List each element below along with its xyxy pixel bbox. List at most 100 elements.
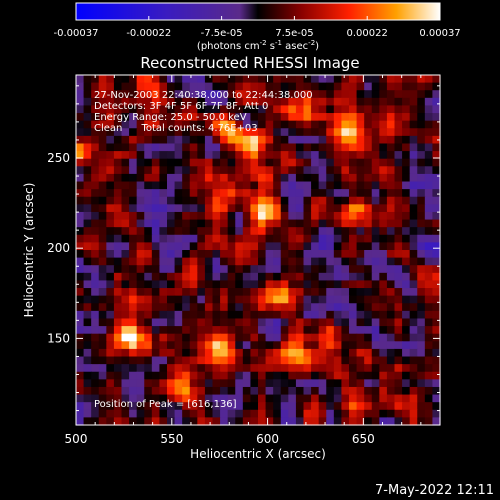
heatmap-pixel bbox=[151, 113, 161, 122]
heatmap-pixel bbox=[424, 173, 434, 183]
heatmap-pixel bbox=[167, 318, 176, 327]
heatmap-pixel bbox=[265, 295, 274, 304]
heatmap-pixel bbox=[144, 356, 153, 365]
heatmap-pixel bbox=[265, 143, 274, 152]
heatmap-pixel bbox=[220, 250, 229, 259]
heatmap-pixel bbox=[311, 234, 320, 243]
heatmap-pixel bbox=[326, 151, 335, 160]
heatmap-pixel bbox=[83, 211, 92, 221]
heatmap-pixel bbox=[349, 386, 358, 396]
heatmap-pixel bbox=[311, 242, 320, 251]
heatmap-pixel bbox=[349, 333, 358, 342]
heatmap-pixel bbox=[220, 234, 229, 243]
heatmap-pixel bbox=[204, 75, 214, 84]
heatmap-pixel bbox=[326, 341, 335, 350]
heatmap-pixel bbox=[326, 135, 335, 145]
heatmap-pixel bbox=[91, 417, 100, 426]
heatmap-pixel bbox=[76, 173, 85, 183]
heatmap-pixel bbox=[91, 364, 100, 373]
heatmap-pixel bbox=[379, 402, 388, 411]
heatmap-pixel bbox=[91, 97, 100, 107]
heatmap-pixel bbox=[409, 295, 418, 304]
heatmap-pixel bbox=[83, 234, 92, 243]
heatmap-pixel bbox=[182, 211, 191, 221]
heatmap-pixel bbox=[386, 227, 396, 236]
heatmap-pixel bbox=[349, 234, 358, 243]
heatmap-pixel bbox=[356, 265, 365, 274]
heatmap-pixel bbox=[386, 211, 396, 221]
heatmap-pixel bbox=[326, 143, 335, 152]
heatmap-pixel bbox=[364, 356, 373, 365]
heatmap-pixel bbox=[402, 371, 411, 380]
heatmap-pixel bbox=[204, 250, 214, 259]
heatmap-pixel bbox=[189, 341, 198, 350]
heatmap-pixel bbox=[174, 272, 183, 282]
heatmap-pixel bbox=[106, 402, 115, 411]
heatmap-pixel bbox=[91, 242, 100, 251]
heatmap-pixel bbox=[197, 386, 206, 396]
heatmap-pixel bbox=[212, 97, 221, 107]
heatmap-pixel bbox=[371, 75, 380, 84]
heatmap-pixel bbox=[379, 196, 388, 205]
heatmap-pixel bbox=[303, 265, 312, 274]
heatmap-pixel bbox=[227, 272, 236, 282]
heatmap-pixel bbox=[265, 128, 274, 137]
heatmap-pixel bbox=[113, 341, 123, 350]
heatmap-pixel bbox=[288, 409, 297, 418]
heatmap-pixel bbox=[204, 341, 214, 350]
heatmap-pixel bbox=[129, 196, 138, 205]
heatmap-pixel bbox=[311, 143, 320, 152]
heatmap-pixel bbox=[174, 189, 183, 198]
heatmap-pixel bbox=[386, 135, 396, 145]
heatmap-pixel bbox=[197, 97, 206, 107]
heatmap-pixel bbox=[235, 211, 244, 221]
heatmap-pixel bbox=[151, 82, 161, 91]
heatmap-pixel bbox=[204, 90, 214, 99]
heatmap-pixel bbox=[227, 295, 236, 304]
heatmap-pixel bbox=[417, 348, 426, 358]
heatmap-pixel bbox=[311, 379, 320, 388]
heatmap-pixel bbox=[258, 417, 267, 426]
heatmap-pixel bbox=[189, 151, 198, 160]
heatmap-pixel bbox=[424, 204, 434, 213]
heatmap-pixel bbox=[129, 295, 138, 304]
heatmap-pixel bbox=[189, 97, 198, 107]
heatmap-pixel bbox=[250, 143, 259, 152]
heatmap-pixel bbox=[227, 250, 236, 259]
heatmap-pixel bbox=[151, 120, 161, 129]
heatmap-pixel bbox=[303, 75, 312, 84]
heatmap-pixel bbox=[182, 379, 191, 388]
heatmap-pixel bbox=[424, 250, 434, 259]
heatmap-pixel bbox=[76, 227, 85, 236]
heatmap-pixel bbox=[417, 333, 426, 342]
heatmap-pixel bbox=[182, 257, 191, 266]
heatmap-pixel bbox=[242, 97, 252, 107]
heatmap-pixel bbox=[250, 75, 259, 84]
heatmap-pixel bbox=[303, 120, 312, 129]
heatmap-pixel bbox=[333, 211, 343, 221]
heatmap-pixel bbox=[333, 90, 343, 99]
heatmap-pixel bbox=[288, 379, 297, 388]
heatmap-pixel bbox=[174, 82, 183, 91]
heatmap-pixel bbox=[106, 326, 115, 335]
heatmap-pixel bbox=[121, 120, 130, 129]
heatmap-pixel bbox=[356, 82, 365, 91]
heatmap-pixel bbox=[76, 158, 85, 167]
heatmap-pixel bbox=[212, 356, 221, 365]
heatmap-pixel bbox=[303, 341, 312, 350]
heatmap-pixel bbox=[318, 394, 327, 403]
heatmap-pixel bbox=[197, 348, 206, 358]
heatmap-pixel bbox=[273, 128, 282, 137]
heatmap-pixel bbox=[174, 265, 183, 274]
heatmap-pixel bbox=[197, 265, 206, 274]
heatmap-pixel bbox=[250, 105, 259, 114]
heatmap-pixel bbox=[341, 189, 350, 198]
heatmap-pixel bbox=[182, 417, 191, 426]
heatmap-pixel bbox=[129, 257, 138, 266]
heatmap-pixel bbox=[136, 211, 145, 221]
heatmap-pixel bbox=[113, 234, 123, 243]
heatmap-pixel bbox=[273, 257, 282, 266]
heatmap-pixel bbox=[235, 288, 244, 297]
heatmap-pixel bbox=[250, 417, 259, 426]
heatmap-pixel bbox=[212, 402, 221, 411]
